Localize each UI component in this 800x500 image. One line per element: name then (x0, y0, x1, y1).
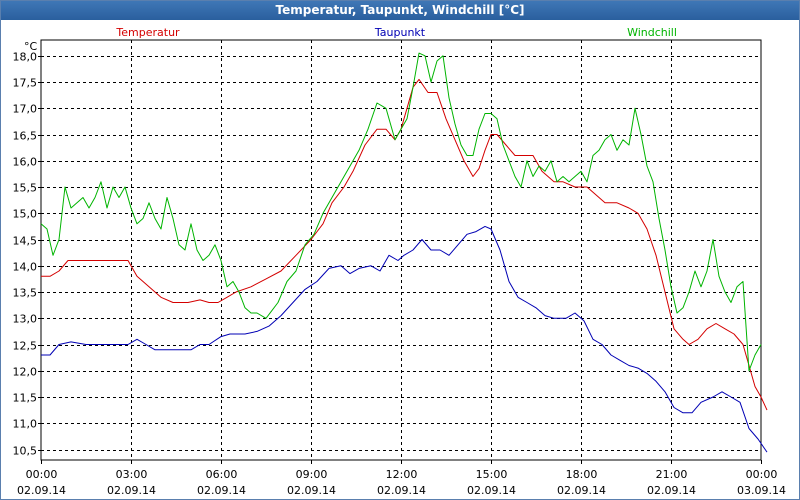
y-axis-unit-label: °C (24, 40, 38, 53)
x-tick-time-label: 15:00 (476, 468, 508, 481)
y-tick-label: 11,5 (13, 392, 38, 405)
legend-temperatur: Temperatur (115, 26, 180, 39)
x-tick-date-label: 02.09.14 (467, 484, 516, 497)
y-tick-label: 15,5 (13, 182, 38, 195)
x-tick-time-label: 00:00 (26, 468, 58, 481)
x-tick-date-label: 02.09.14 (197, 484, 246, 497)
x-tick-time-label: 00:00 (746, 468, 778, 481)
series-line-taupunkt (41, 225, 768, 453)
y-tick-label: 13,0 (13, 313, 38, 326)
x-tick-time-label: 03:00 (116, 468, 148, 481)
y-tick-label: 11,0 (13, 418, 38, 431)
x-tick-time-label: 21:00 (656, 468, 688, 481)
y-tick-label: 17,5 (13, 77, 38, 90)
x-tick-time-label: 12:00 (386, 468, 418, 481)
grid-lines (41, 40, 761, 460)
x-tick-time-label: 09:00 (296, 468, 328, 481)
y-tick-label: 18,0 (13, 51, 38, 64)
x-tick-time-label: 06:00 (206, 468, 238, 481)
y-tick-label: 14,0 (13, 261, 38, 274)
window-title: Temperatur, Taupunkt, Windchill [°C] (1, 1, 799, 20)
x-tick-date-label: 02.09.14 (17, 484, 66, 497)
x-tick-date-label: 02.09.14 (377, 484, 426, 497)
y-tick-label: 15,0 (13, 208, 38, 221)
y-tick-label: 12,0 (13, 366, 38, 379)
y-tick-label: 17,0 (13, 103, 38, 116)
x-tick-date-label: 02.09.14 (557, 484, 606, 497)
series-line-temperatur (41, 78, 768, 411)
x-tick-time-label: 18:00 (566, 468, 598, 481)
y-tick-label: 14,5 (13, 235, 38, 248)
legend-taupunkt: Taupunkt (374, 26, 426, 39)
series-lines (40, 52, 768, 453)
y-tick-label: 13,5 (13, 287, 38, 300)
axis-labels: 10,5 11,0 11,5 12,0 12,5 13,0 13,5 14,0 14,5 15,0… (13, 51, 786, 498)
legend-windchill: Windchill (627, 26, 677, 39)
y-tick-label: 16,5 (13, 130, 38, 143)
series-line-windchill (40, 52, 762, 372)
x-tick-date-label: 02.09.14 (287, 484, 336, 497)
y-tick-label: 16,0 (13, 156, 38, 169)
y-tick-label: 10,5 (13, 445, 38, 458)
y-tick-label: 12,5 (13, 340, 38, 353)
x-tick-date-label: 02.09.14 (107, 484, 156, 497)
x-tick-date-label: 03.09.14 (737, 484, 786, 497)
x-tick-date-label: 02.09.14 (647, 484, 696, 497)
